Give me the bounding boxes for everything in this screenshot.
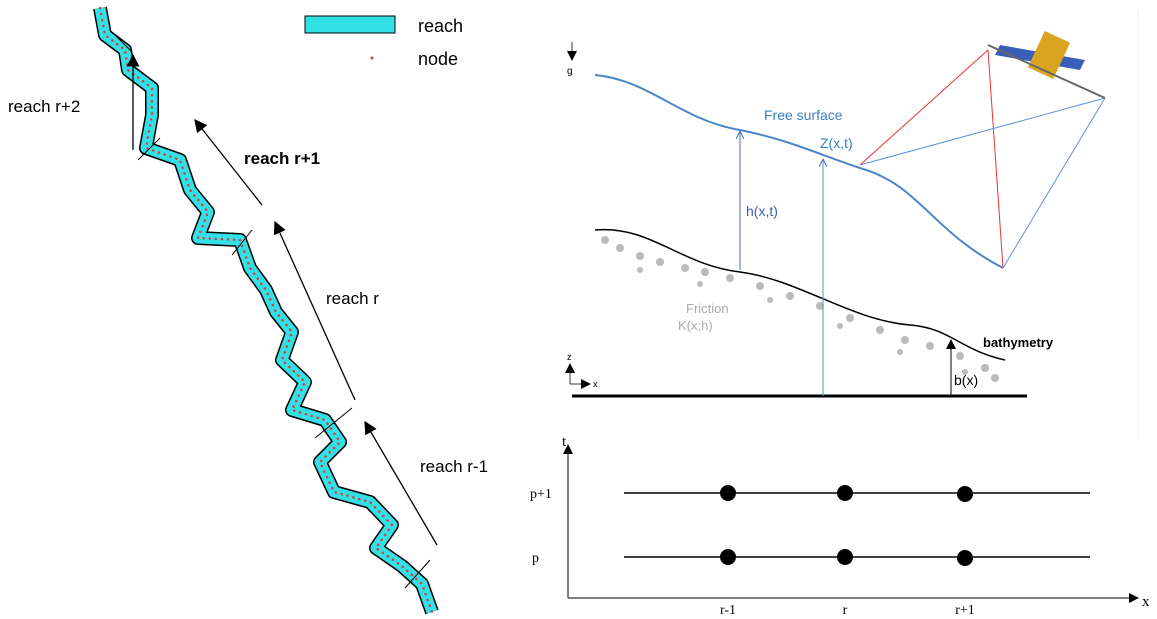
reach-label: reach r+1 — [244, 149, 320, 168]
axis-label: z — [567, 352, 572, 362]
label: b(x) — [954, 372, 978, 388]
label: h(x,t) — [746, 203, 778, 219]
legend-label: reach — [418, 16, 463, 36]
node-label: r+1 — [955, 603, 975, 618]
reach-arrows — [133, 55, 437, 545]
reach-label: reach r — [326, 289, 379, 308]
legend-label: node — [418, 49, 458, 69]
sensor-lines — [860, 50, 1105, 268]
river — [100, 8, 432, 612]
axis-label: x — [593, 379, 598, 389]
friction-dots — [601, 236, 999, 382]
axis-label: x — [1142, 594, 1150, 610]
label: K(x;h) — [678, 318, 713, 333]
node-label: r — [843, 603, 848, 618]
gravity-label: g — [567, 66, 573, 77]
label: bathymetry — [983, 335, 1054, 350]
satellite — [988, 31, 1105, 98]
figure: reach r+2 reach r+1 reach r reach r-1 re… — [0, 0, 1157, 619]
label: Free surface — [764, 107, 843, 123]
reach-label: reach r-1 — [420, 457, 488, 476]
reach-label: reach r+2 — [8, 97, 80, 116]
legend-swatch — [371, 57, 374, 60]
legend-swatch — [305, 16, 395, 33]
label: Z(x,t) — [820, 135, 853, 151]
free-surface — [595, 75, 1003, 268]
node-label: r-1 — [720, 603, 736, 618]
river-body — [100, 8, 432, 612]
axis-label: t — [562, 434, 567, 450]
time-label: p — [532, 551, 539, 566]
bed — [595, 230, 1005, 360]
time-label: p+1 — [530, 487, 552, 502]
grid-nodes — [720, 485, 973, 566]
label: Friction — [686, 301, 729, 316]
